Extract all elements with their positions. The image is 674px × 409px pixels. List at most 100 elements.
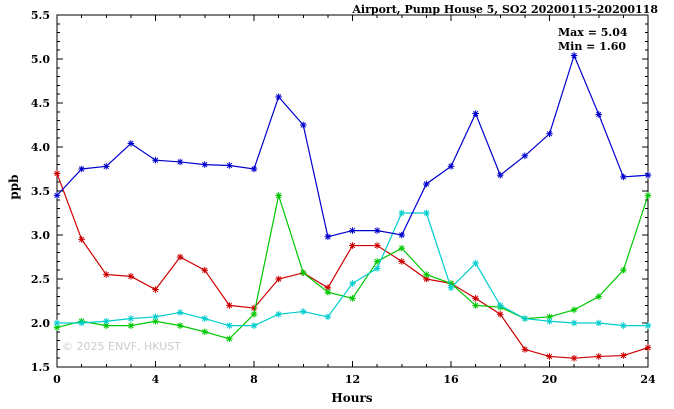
data-point-green — [275, 192, 282, 199]
data-point-cyan — [373, 265, 381, 272]
data-point-cyan — [226, 322, 233, 329]
data-point-green — [398, 244, 406, 252]
stats-annotation: Max = 5.04 Min = 1.60 — [558, 26, 628, 54]
data-point-cyan — [299, 308, 307, 315]
data-point-green — [176, 322, 184, 329]
data-point-cyan — [398, 209, 406, 217]
data-point-cyan — [546, 317, 553, 325]
x-tick-label: 20 — [542, 373, 558, 386]
data-point-cyan — [275, 310, 282, 318]
data-point-cyan — [521, 315, 529, 322]
data-point-blue — [349, 227, 356, 234]
data-point-green — [250, 310, 258, 318]
data-point-blue — [201, 161, 209, 168]
data-point-blue — [78, 165, 85, 173]
data-point-green — [226, 335, 233, 343]
data-point-blue — [152, 156, 159, 164]
data-point-red — [349, 242, 356, 249]
data-point-blue — [373, 227, 381, 234]
data-point-blue — [250, 165, 258, 173]
data-point-cyan — [78, 319, 85, 327]
data-point-cyan — [447, 284, 455, 292]
data-point-red — [53, 170, 61, 177]
data-point-green — [447, 280, 455, 287]
data-point-green — [349, 295, 356, 302]
data-point-red — [398, 258, 406, 265]
data-point-red — [250, 304, 258, 312]
data-point-green — [127, 322, 135, 329]
y-tick-label: 5.5 — [31, 9, 50, 22]
data-point-cyan — [496, 302, 504, 309]
data-point-blue — [423, 180, 430, 188]
y-tick-label: 4.0 — [31, 141, 50, 154]
data-point-blue — [521, 152, 529, 160]
data-point-blue — [546, 130, 553, 138]
data-point-red — [275, 275, 282, 283]
data-point-green — [53, 324, 61, 331]
data-point-cyan — [53, 319, 61, 327]
data-point-blue — [275, 93, 282, 101]
data-point-blue — [620, 173, 627, 181]
data-point-cyan — [127, 315, 135, 322]
y-tick-label: 2.0 — [31, 317, 50, 330]
y-tick-label: 2.5 — [31, 273, 50, 286]
data-point-green — [546, 313, 553, 321]
data-point-blue — [472, 110, 479, 117]
data-point-blue — [595, 111, 603, 118]
data-point-red — [595, 353, 603, 360]
series-line-red — [56, 173, 649, 359]
data-point-red — [570, 354, 578, 362]
x-tick-label: 12 — [345, 373, 360, 386]
data-point-green — [152, 317, 159, 325]
data-point-red — [373, 242, 381, 249]
data-point-blue — [226, 162, 233, 169]
data-point-blue — [324, 233, 332, 241]
y-tick-label: 3.0 — [31, 229, 50, 242]
x-axis-label: Hours — [331, 391, 373, 405]
data-point-red — [127, 273, 135, 280]
data-point-green — [299, 269, 307, 277]
data-point-cyan — [201, 315, 209, 322]
data-point-cyan — [472, 259, 479, 267]
data-point-red — [102, 271, 110, 278]
data-point-cyan — [176, 309, 184, 316]
x-tick-label: 4 — [152, 373, 160, 386]
watermark: © 2025 ENVF, HKUST — [62, 340, 181, 353]
data-point-blue — [53, 192, 61, 199]
data-point-cyan — [644, 322, 652, 329]
y-axis-label: ppb — [7, 174, 21, 200]
data-point-cyan — [595, 319, 603, 327]
data-point-green — [423, 271, 430, 278]
data-point-blue — [299, 121, 307, 129]
data-point-red — [152, 286, 159, 293]
data-point-red — [521, 346, 529, 353]
chart-title: Airport, Pump House 5, SO2 20200115-2020… — [352, 3, 658, 16]
data-point-blue — [496, 171, 504, 179]
data-point-blue — [570, 52, 578, 59]
data-point-cyan — [570, 319, 578, 327]
data-point-red — [201, 266, 209, 274]
data-point-cyan — [423, 209, 430, 217]
data-point-red — [644, 344, 652, 351]
data-point-green — [595, 293, 603, 300]
data-point-blue — [398, 231, 406, 239]
data-point-green — [373, 258, 381, 265]
data-point-red — [546, 353, 553, 360]
data-point-red — [620, 352, 627, 359]
data-point-cyan — [250, 322, 258, 329]
data-point-green — [102, 322, 110, 329]
data-point-blue — [127, 140, 135, 147]
data-point-green — [644, 192, 652, 199]
data-point-cyan — [324, 313, 332, 321]
x-tick-label: 8 — [250, 373, 258, 386]
data-point-blue — [102, 163, 110, 170]
data-point-red — [78, 236, 85, 243]
data-point-blue — [644, 171, 652, 179]
data-point-cyan — [102, 317, 110, 325]
data-point-green — [570, 306, 578, 314]
data-point-green — [472, 302, 479, 309]
data-point-red — [176, 253, 184, 261]
y-tick-label: 1.5 — [31, 361, 50, 374]
